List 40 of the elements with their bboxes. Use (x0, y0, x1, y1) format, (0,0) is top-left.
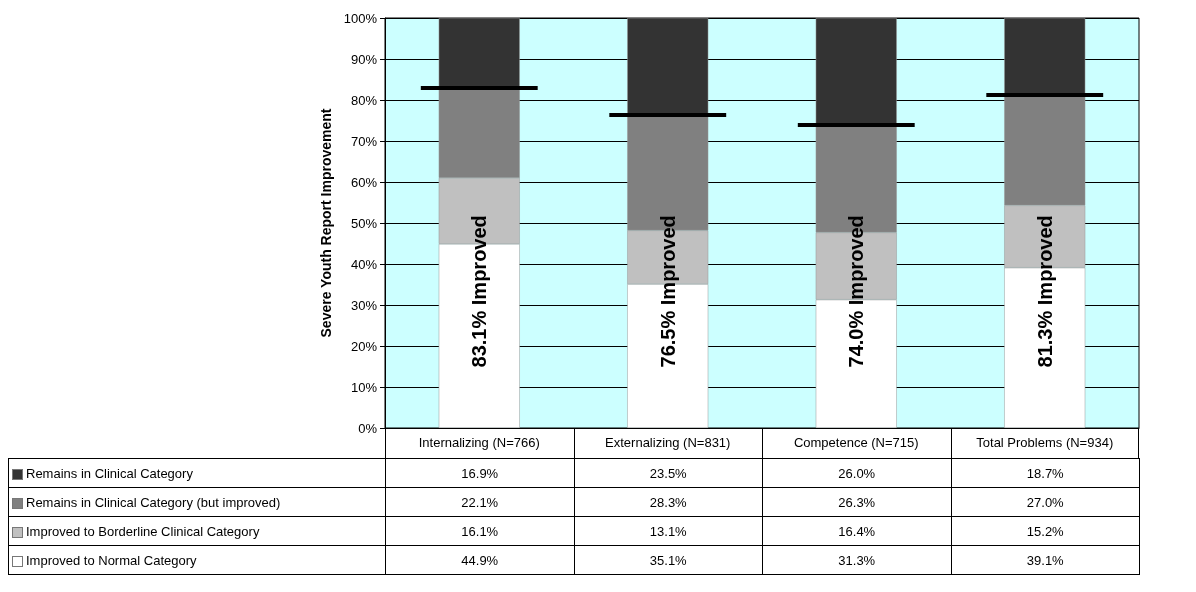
legend-label: Remains in Clinical Category (8, 458, 386, 488)
y-tick-label: 70% (350, 133, 378, 149)
data-label: 18.7% (951, 458, 1140, 488)
annotation: 81.3% Improved (1033, 215, 1056, 368)
y-tick-label: 50% (350, 215, 378, 231)
data-label: 23.5% (574, 458, 763, 488)
data-label: 26.3% (762, 487, 951, 517)
legend-label: Improved to Normal Category (8, 545, 386, 575)
annotation: 83.1% Improved (468, 215, 491, 368)
y-tick-label: 80% (350, 92, 378, 108)
annotation: 76.5% Improved (656, 215, 679, 368)
data-label: 16.1% (385, 516, 574, 546)
data-label: 39.1% (951, 545, 1140, 575)
y-tick-label: 60% (350, 174, 378, 190)
data-label: 16.9% (385, 458, 574, 488)
y-tick-label: 90% (350, 51, 378, 67)
data-label: 28.3% (574, 487, 763, 517)
annotation: 74.0% Improved (845, 215, 868, 368)
data-label: 31.3% (762, 545, 951, 575)
y-tick-label: 20% (350, 338, 378, 354)
data-label: 22.1% (385, 487, 574, 517)
y-tick-label: 10% (350, 379, 378, 395)
y-tick-label: 30% (350, 297, 378, 313)
y-tick-label: 40% (350, 256, 378, 272)
data-label: 15.2% (951, 516, 1140, 546)
data-label: 16.4% (762, 516, 951, 546)
data-label: 35.1% (574, 545, 763, 575)
data-label: 26.0% (762, 458, 951, 488)
y-axis-title: Severe Youth Report Improvement (317, 108, 334, 338)
data-label: 27.0% (951, 487, 1140, 517)
x-tick-label: Competence (N=715) (793, 435, 919, 450)
y-tick-label: 0% (358, 420, 378, 436)
x-tick-label: Externalizing (N=831) (605, 435, 731, 450)
x-tick-label: Total Problems (N=934) (976, 435, 1114, 450)
legend-label: Improved to Borderline Clinical Category (8, 516, 386, 546)
data-label: 13.1% (574, 516, 763, 546)
legend-label: Remains in Clinical Category (but improved) (8, 487, 386, 517)
y-tick-label: 100% (343, 10, 378, 26)
x-tick-label: Internalizing (N=766) (418, 435, 540, 450)
data-label: 44.9% (385, 545, 574, 575)
